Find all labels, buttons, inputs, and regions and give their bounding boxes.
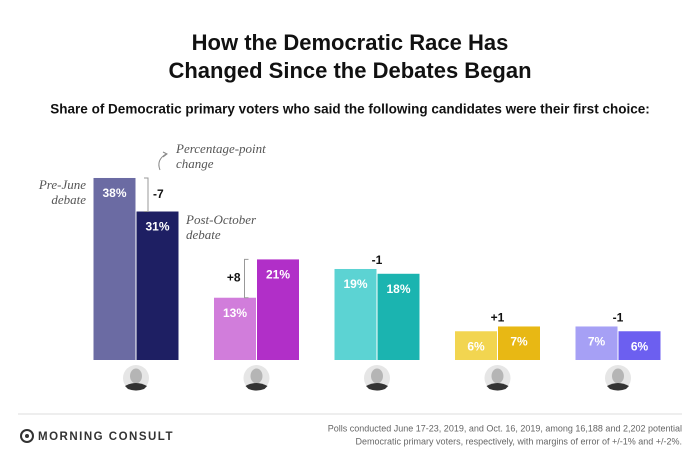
change-label: +1	[491, 311, 505, 325]
brand: MORNING CONSULT	[38, 431, 174, 443]
brand-logo	[20, 429, 34, 443]
value-label: 38%	[102, 186, 126, 200]
value-label: 21%	[266, 268, 290, 282]
change-label: +8	[227, 271, 241, 285]
value-label: 13%	[223, 306, 247, 320]
candidate-photo	[491, 368, 504, 384]
bar	[455, 331, 497, 360]
candidate-photo	[612, 368, 624, 384]
bar	[618, 331, 661, 360]
note: Polls conducted June 17-23, 2019, and Oc…	[328, 423, 682, 433]
chart-title: Changed Since the Debates Began	[168, 58, 531, 83]
series-label: Post-October debate	[186, 212, 257, 242]
change-title: Percentage-point change	[176, 141, 266, 171]
bar	[377, 273, 420, 360]
value-label: 19%	[343, 277, 367, 291]
value-label: 18%	[386, 282, 410, 296]
annotation-arrow	[158, 153, 167, 171]
bar	[498, 326, 540, 360]
value-label: 6%	[467, 339, 485, 353]
series-label: Pre-June debate	[38, 177, 86, 207]
change-label: -7	[153, 187, 164, 201]
candidate-photo	[371, 368, 383, 384]
bar	[214, 297, 256, 360]
candidate-photo	[607, 383, 629, 391]
candidate-photo	[366, 383, 388, 391]
change-bracket	[144, 177, 149, 213]
value-label: 31%	[145, 220, 169, 234]
bar	[257, 259, 299, 360]
candidate-photo	[125, 383, 147, 391]
value-label: 6%	[631, 339, 649, 353]
candidate-photo	[130, 368, 142, 384]
annotation-arrow	[162, 151, 168, 158]
candidate-photo	[486, 383, 509, 391]
chart-title: How the Democratic Race Has	[192, 30, 509, 55]
value-label: 7%	[588, 335, 606, 349]
change-bracket	[244, 258, 249, 299]
bar	[93, 177, 136, 360]
bar	[575, 326, 618, 360]
change-label: -1	[613, 311, 624, 325]
bar	[334, 268, 377, 360]
bar	[136, 211, 179, 360]
note: Democratic primary voters, respectively,…	[356, 436, 682, 446]
subtitle: Share of Democratic primary voters who s…	[50, 102, 649, 117]
candidate-photo	[245, 383, 268, 391]
value-label: 7%	[510, 335, 528, 349]
change-label: -1	[372, 253, 383, 267]
candidate-photo	[250, 368, 263, 384]
